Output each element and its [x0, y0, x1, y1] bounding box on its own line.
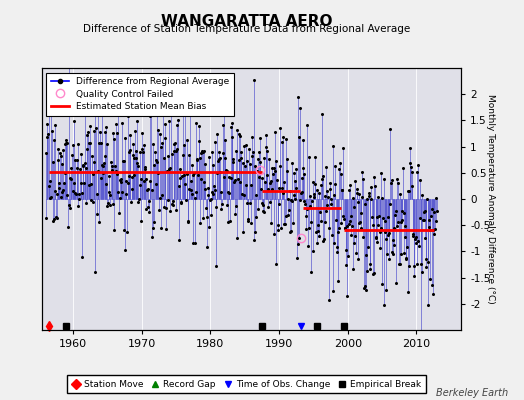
- Text: Difference of Station Temperature Data from Regional Average: Difference of Station Temperature Data f…: [83, 24, 410, 34]
- Legend: Station Move, Record Gap, Time of Obs. Change, Empirical Break: Station Move, Record Gap, Time of Obs. C…: [67, 376, 425, 394]
- Text: Berkeley Earth: Berkeley Earth: [436, 388, 508, 398]
- Y-axis label: Monthly Temperature Anomaly Difference (°C): Monthly Temperature Anomaly Difference (…: [486, 94, 495, 304]
- Text: WANGARATTA AERO: WANGARATTA AERO: [160, 14, 332, 29]
- Legend: Difference from Regional Average, Quality Control Failed, Estimated Station Mean: Difference from Regional Average, Qualit…: [47, 72, 234, 116]
